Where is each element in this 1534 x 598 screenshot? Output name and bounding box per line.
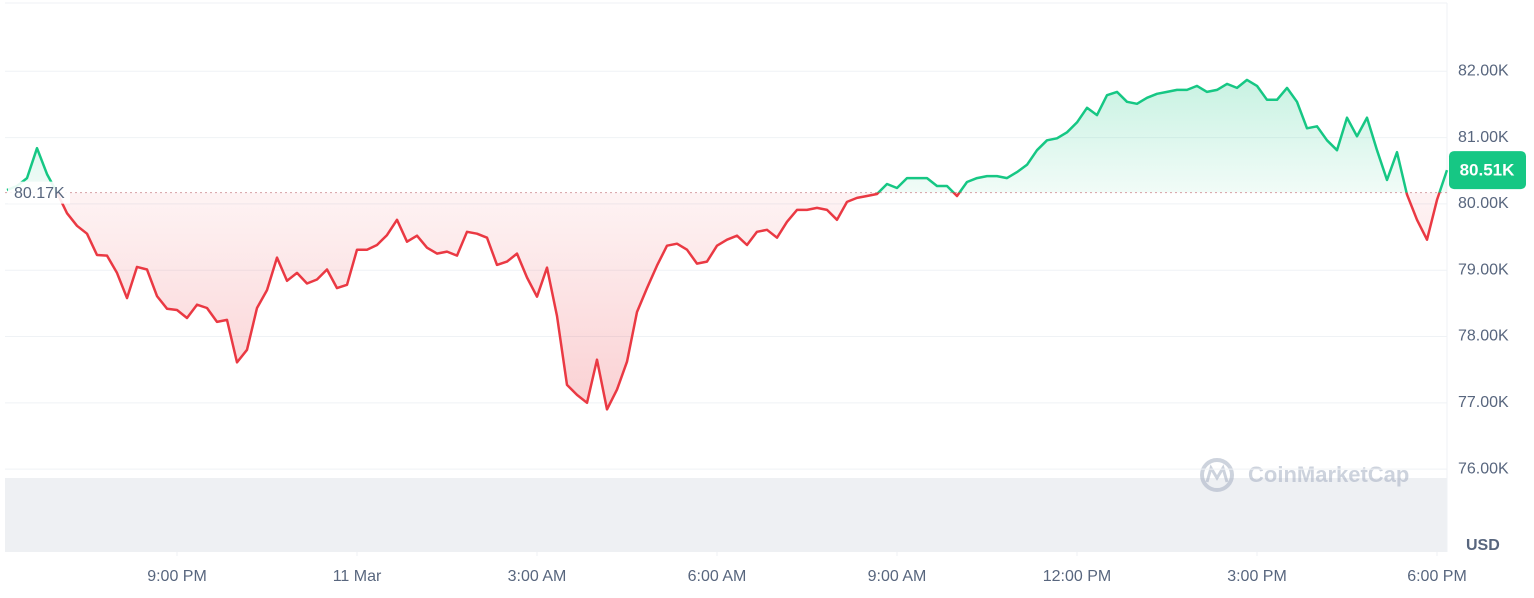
y-tick-label: 79.00K	[1458, 261, 1509, 278]
current-price-badge	[1449, 151, 1526, 190]
current-price-label: 80.51K	[1460, 161, 1516, 180]
reference-label-bg	[8, 181, 70, 204]
y-tick-label: 82.00K	[1458, 63, 1509, 80]
price-area	[7, 79, 1447, 410]
y-tick-label: 77.00K	[1458, 394, 1509, 411]
y-tick-label: 80.00K	[1458, 195, 1509, 212]
y-tick-label: 76.00K	[1458, 460, 1509, 477]
x-tick-label: 3:00 PM	[1227, 568, 1287, 585]
x-tick-label: 3:00 AM	[508, 568, 567, 585]
price-line	[6, 78, 1449, 411]
y-tick-label: 81.00K	[1458, 129, 1509, 146]
x-tick-label: 9:00 AM	[868, 568, 927, 585]
x-tick-label: 6:00 AM	[688, 568, 747, 585]
watermark-logo-mark	[1205, 464, 1229, 483]
x-tick-label: 6:00 PM	[1407, 568, 1467, 585]
x-tick-label: 9:00 PM	[147, 568, 207, 585]
y-tick-label: 78.00K	[1458, 328, 1509, 345]
volume-band	[5, 478, 1447, 552]
reference-label: 80.17K	[14, 185, 65, 202]
x-tick-label: 11 Mar	[333, 568, 382, 585]
watermark-logo	[1200, 458, 1234, 492]
watermark: CoinMarketCap	[1200, 458, 1409, 492]
watermark-text: CoinMarketCap	[1248, 462, 1409, 487]
y-axis-label: USD	[1466, 537, 1500, 554]
x-tick-label: 12:00 PM	[1043, 568, 1111, 585]
